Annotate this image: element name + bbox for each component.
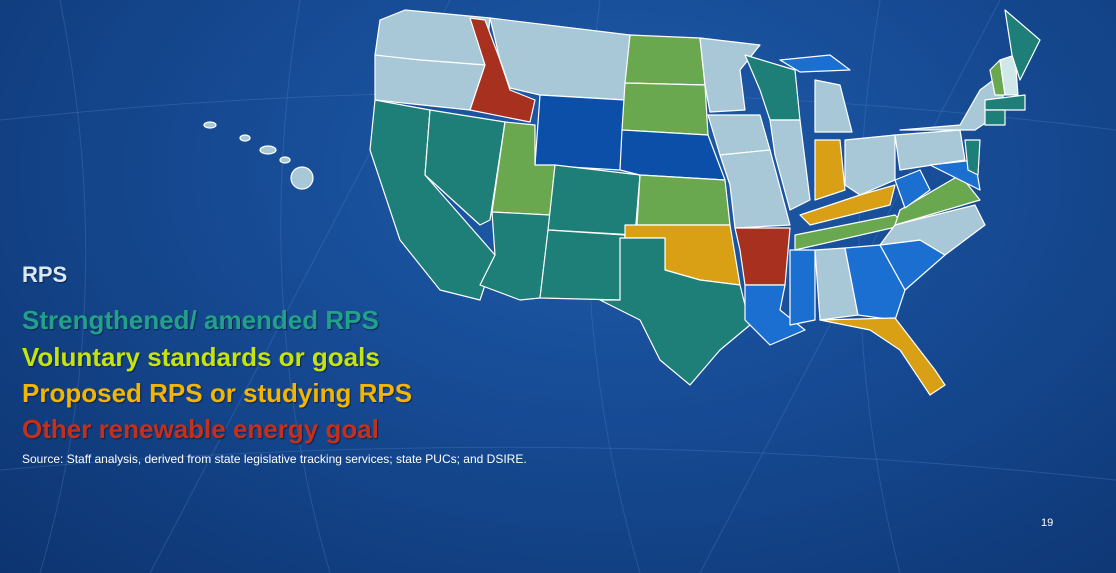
legend-item: Voluntary standards or goals xyxy=(22,342,380,372)
legend-item: RPS xyxy=(22,262,68,287)
source-note: Source: Staff analysis, derived from sta… xyxy=(22,452,527,466)
legend-item: Other renewable energy goal xyxy=(22,414,379,444)
legend-item: Proposed RPS or studying RPS xyxy=(22,378,413,408)
page-number: 19 xyxy=(1041,517,1054,529)
states xyxy=(203,9,1041,396)
legend-item: Strengthened/ amended RPS xyxy=(22,305,379,335)
